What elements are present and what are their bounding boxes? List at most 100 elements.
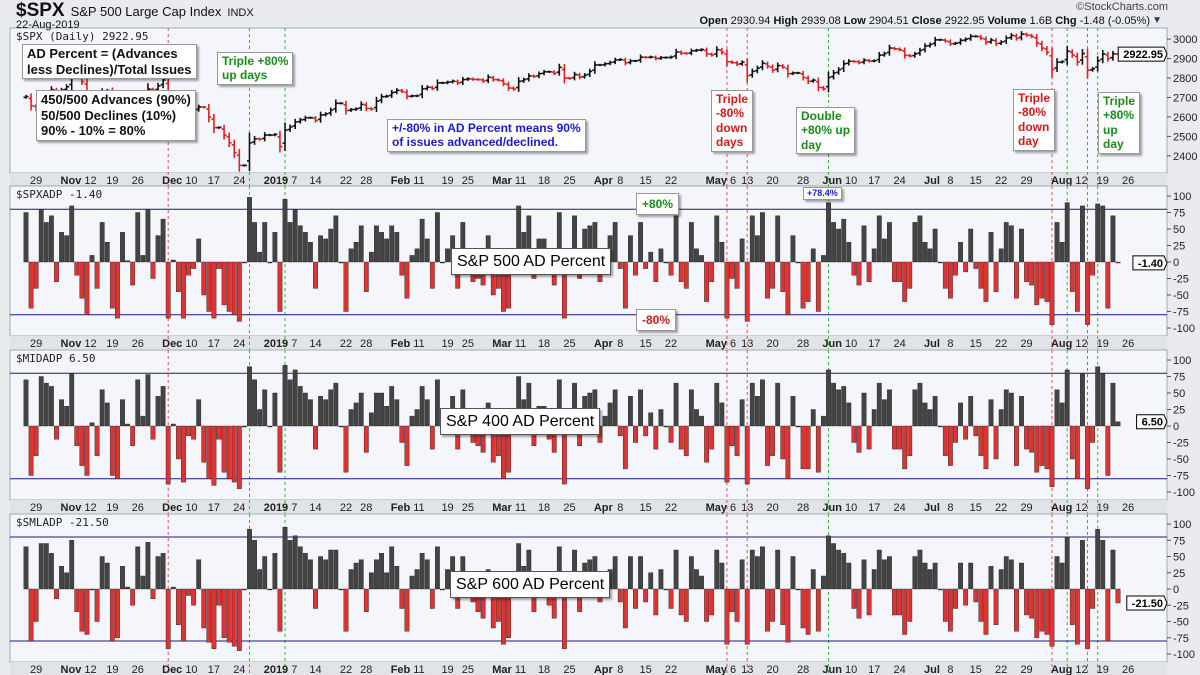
stockcharts-logo[interactable]: ©StockCharts.com	[1076, 1, 1168, 13]
price-bar	[963, 37, 969, 42]
ad-bar	[28, 261, 34, 309]
ad-bar	[1049, 425, 1055, 487]
ad-bar	[130, 261, 136, 286]
triple-up-dec-note: Triple +80% up days	[217, 52, 294, 85]
dropdown-caret-icon[interactable]: ▼	[1152, 15, 1162, 26]
x-tick-label: Feb	[391, 175, 411, 187]
ad-bar	[638, 222, 643, 263]
ad-bar	[287, 379, 293, 427]
ad-bar	[805, 588, 811, 635]
ad-bar	[211, 261, 217, 319]
price-bar	[1074, 52, 1080, 66]
x-tick-label: 26	[132, 664, 144, 675]
x-tick-label: 19	[106, 502, 118, 514]
ad-bar	[770, 588, 776, 622]
ad-bar	[998, 409, 1004, 427]
ad-bar	[800, 261, 806, 309]
ad-bar	[130, 425, 136, 446]
ad-y-tick-label: -25	[1173, 438, 1189, 450]
ad-bar	[308, 241, 313, 263]
ad-bar	[23, 379, 29, 427]
price-bar	[597, 63, 603, 67]
ad-bar	[170, 586, 176, 590]
price-bar	[744, 58, 750, 83]
ad-bar	[181, 261, 186, 319]
x-tick-label: 10	[845, 338, 857, 350]
x-tick-label: 10	[845, 175, 857, 187]
price-bar	[267, 133, 273, 137]
x-tick-label: Mar	[492, 502, 512, 514]
price-bar	[699, 48, 705, 52]
price-bar	[617, 58, 623, 62]
price-bar	[343, 100, 349, 115]
ad-bar	[257, 409, 263, 427]
ad-bar	[871, 248, 877, 263]
ad-bar	[1024, 425, 1029, 450]
ad-bar	[247, 197, 252, 263]
x-tick-label: 10	[185, 664, 197, 675]
ad-bar	[638, 389, 643, 427]
price-bar	[414, 94, 420, 98]
x-tick-label: Apr	[594, 502, 614, 514]
ad-bar	[699, 415, 704, 427]
x-tick-label: Feb	[391, 664, 411, 675]
ad-bar	[277, 261, 283, 312]
ad-bar	[633, 588, 638, 609]
ad-bar	[140, 575, 146, 590]
ad-bar	[734, 425, 740, 456]
price-bar	[1018, 31, 1024, 41]
price-bar	[404, 89, 410, 100]
ad-y-tick-label: 0	[1173, 584, 1179, 596]
price-y-tick-label: 2400	[1173, 151, 1197, 163]
ad-y-tick-label: -100	[1173, 649, 1195, 661]
price-bar	[988, 38, 994, 44]
price-bar	[800, 70, 806, 81]
ad-bar	[1008, 392, 1014, 427]
ad-bar	[749, 382, 755, 427]
x-tick-label: 12	[1075, 502, 1087, 514]
ad-bar	[94, 261, 100, 289]
price-bar	[592, 61, 598, 74]
ad-bar	[348, 409, 354, 427]
ad-bar	[231, 425, 237, 483]
price-bar	[338, 102, 344, 105]
ad-bar	[135, 212, 141, 263]
price-bar	[328, 107, 334, 116]
ad-bar	[694, 409, 699, 427]
ad-bar	[135, 379, 141, 427]
ad-bar	[409, 575, 415, 590]
ad-bar	[247, 366, 252, 427]
ad-bar	[181, 425, 186, 483]
ad-bar	[211, 425, 217, 486]
ad-bar	[287, 222, 293, 263]
price-bar	[394, 88, 400, 95]
price-bar	[871, 59, 877, 63]
ad-bar	[226, 261, 232, 312]
last-ad-tag: 6.50	[1136, 414, 1168, 430]
ad-bar	[978, 588, 984, 622]
ad-bar	[33, 261, 39, 289]
x-tick-label: 13	[741, 664, 753, 675]
ad-bar	[1008, 559, 1014, 590]
ad-bar	[754, 235, 760, 263]
price-bar	[612, 57, 618, 65]
x-tick-label: 10	[845, 502, 857, 514]
ad-bar	[79, 425, 85, 466]
x-tick-label: Nov	[61, 338, 83, 350]
ad-bar	[826, 202, 831, 263]
ad-bar	[993, 588, 999, 625]
ad-bar	[1049, 261, 1055, 325]
ad-bar	[881, 559, 887, 590]
triple-down-aug-note: Triple -80% down day	[1013, 89, 1056, 151]
ad-bar	[145, 542, 151, 590]
ad-bar	[1064, 202, 1070, 263]
ad-bar	[1085, 261, 1090, 325]
ad-bar	[993, 425, 999, 460]
x-tick-label: 28	[360, 338, 372, 350]
x-tick-label: 14	[309, 502, 321, 514]
ad-y-tick-label: -50	[1173, 290, 1189, 302]
x-tick-label: May	[706, 175, 728, 187]
ad-bar	[958, 562, 963, 590]
price-bar	[780, 64, 786, 69]
ad-bar	[1019, 562, 1024, 590]
